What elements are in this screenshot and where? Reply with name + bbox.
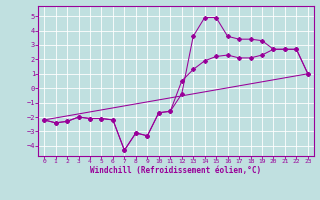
X-axis label: Windchill (Refroidissement éolien,°C): Windchill (Refroidissement éolien,°C) [91,166,261,175]
